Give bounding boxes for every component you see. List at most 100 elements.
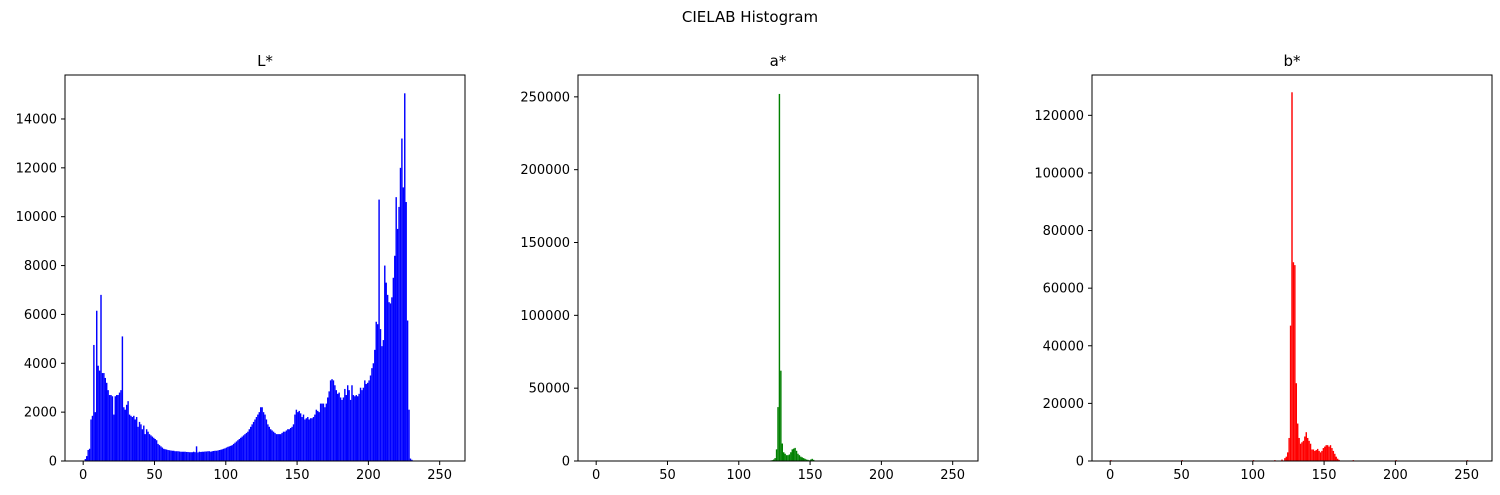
l-bar: [312, 417, 315, 461]
l-bars: [84, 93, 413, 462]
l-bar: [265, 419, 268, 461]
l-bar: [285, 430, 288, 461]
l-bar: [305, 418, 308, 461]
l-bar: [261, 407, 263, 461]
l-xtick-label: 50: [146, 468, 163, 483]
b-bar: [1312, 449, 1315, 461]
l-bar: [394, 255, 396, 461]
b-bar: [1316, 448, 1319, 461]
l-bar: [148, 434, 151, 461]
l-bar: [299, 413, 302, 461]
l-bar: [170, 450, 172, 461]
l-bar: [327, 397, 329, 461]
l-ytick-label: 12000: [16, 161, 57, 176]
l-bar: [167, 450, 169, 461]
l-bar: [401, 138, 403, 461]
a-bar: [788, 454, 791, 461]
l-bar: [97, 365, 99, 461]
b-ytick-label: 0: [1076, 455, 1084, 470]
l-bar: [107, 390, 109, 461]
l-bar: [391, 297, 393, 461]
l-bar: [88, 448, 91, 461]
l-bar: [234, 442, 236, 461]
l-bar: [308, 419, 310, 461]
l-bar: [135, 417, 138, 461]
a-bar: [800, 456, 802, 461]
l-bar: [268, 426, 270, 461]
l-bar: [241, 436, 243, 461]
l-bar: [262, 412, 265, 461]
b-bar: [1284, 458, 1286, 461]
l-bar: [121, 336, 124, 461]
l-bar: [364, 380, 366, 461]
a-bar: [802, 458, 805, 461]
l-xtick-label: 0: [79, 468, 87, 483]
l-bar: [210, 451, 212, 461]
b-xtick-label: 50: [1173, 468, 1190, 483]
l-bar: [331, 379, 333, 461]
b-panel: b* 0 50 100 150 200 250 0 20000 40000 60000 80000 10…: [1034, 52, 1493, 483]
a-ytick-label: 150000: [520, 236, 570, 251]
l-bar: [395, 197, 397, 461]
l-bar: [289, 428, 292, 461]
l-bar: [368, 380, 370, 461]
l-bar: [334, 385, 336, 461]
b-ytick-label: 80000: [1043, 224, 1084, 239]
l-bar: [288, 429, 290, 461]
l-bar: [341, 399, 343, 461]
l-bar: [319, 403, 322, 461]
l-bar: [398, 206, 400, 461]
b-bar: [1315, 450, 1317, 461]
figure-title: CIELAB Histogram: [681, 8, 819, 26]
l-bar: [247, 431, 249, 461]
l-bar: [96, 310, 98, 461]
l-bar: [147, 431, 149, 461]
b-bar: [1305, 432, 1307, 461]
l-bar: [158, 445, 161, 461]
l-bar: [160, 446, 162, 461]
l-bar: [200, 451, 202, 461]
l-bar: [347, 385, 349, 461]
b-bar: [1319, 452, 1322, 461]
l-bar: [356, 396, 359, 461]
l-xtick-label: 100: [213, 468, 238, 483]
l-bar: [332, 380, 335, 461]
l-bar: [278, 434, 280, 461]
l-bar: [260, 407, 262, 461]
l-bar: [185, 451, 188, 461]
b-bar: [1321, 450, 1323, 461]
l-bar: [144, 434, 146, 461]
l-bar: [150, 435, 152, 461]
l-bar: [188, 452, 191, 461]
l-ytick-label: 0: [49, 455, 57, 470]
l-bar: [245, 432, 248, 461]
l-ytick-label: 14000: [16, 112, 57, 127]
l-bar: [103, 373, 105, 461]
l-bar: [183, 451, 185, 461]
a-xtick-label: 0: [592, 468, 600, 483]
b-bar: [1288, 437, 1290, 461]
l-bar: [322, 403, 325, 461]
a-bar: [775, 449, 778, 461]
l-bar: [348, 390, 350, 461]
b-ytick-label: 120000: [1034, 109, 1084, 124]
l-ytick-label: 4000: [24, 357, 57, 372]
l-bar: [237, 440, 239, 461]
b-bar: [1285, 456, 1288, 461]
l-bar: [349, 399, 352, 461]
a-axes-frame: [577, 74, 979, 462]
l-bar: [275, 434, 278, 461]
l-bar: [145, 429, 148, 461]
l-axes-frame: [64, 74, 466, 462]
a-bar: [811, 458, 813, 461]
b-bar: [1338, 459, 1340, 461]
l-bar: [345, 395, 347, 461]
l-bar: [165, 449, 168, 461]
l-bar: [220, 449, 222, 461]
l-bar: [252, 421, 255, 461]
b-axes-frame: [1091, 74, 1493, 462]
l-bar: [295, 409, 298, 461]
l-bar: [404, 93, 406, 461]
l-bar: [108, 395, 111, 461]
l-bar: [128, 414, 131, 461]
